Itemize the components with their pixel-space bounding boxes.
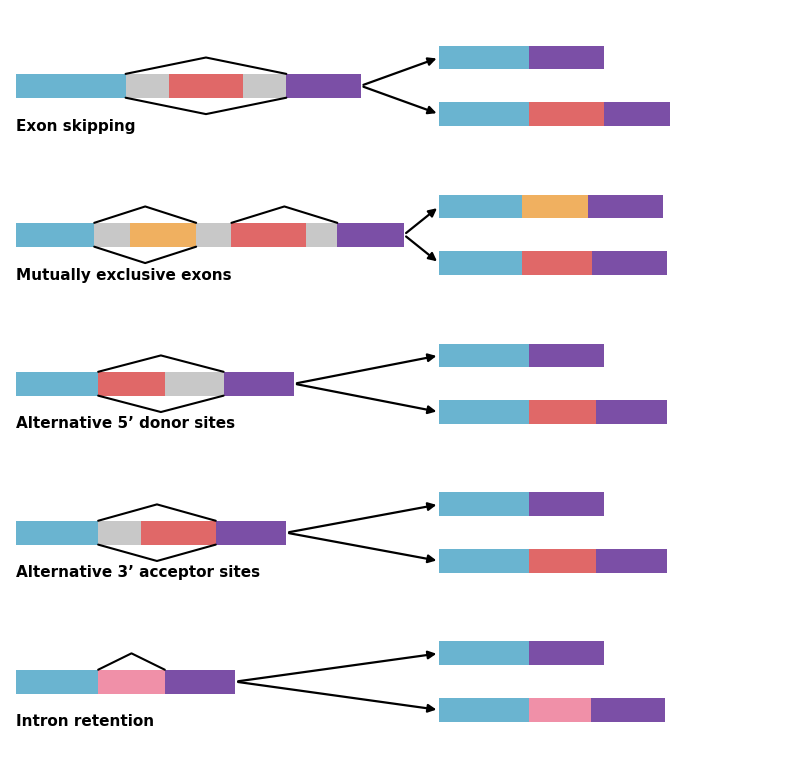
- Bar: [530, 492, 604, 516]
- Bar: [596, 549, 666, 573]
- Text: Exon skipping: Exon skipping: [16, 119, 135, 134]
- Bar: [169, 74, 243, 98]
- Bar: [338, 223, 404, 247]
- Bar: [439, 492, 530, 516]
- Bar: [16, 74, 126, 98]
- Bar: [306, 223, 338, 247]
- Bar: [439, 195, 522, 218]
- Bar: [243, 74, 286, 98]
- Bar: [588, 195, 662, 218]
- Text: Alternative 3’ acceptor sites: Alternative 3’ acceptor sites: [16, 565, 260, 581]
- Bar: [439, 698, 530, 722]
- Bar: [530, 549, 596, 573]
- Bar: [16, 521, 98, 545]
- Bar: [165, 372, 224, 396]
- Bar: [590, 698, 665, 722]
- Bar: [16, 372, 98, 396]
- Bar: [216, 521, 286, 545]
- Text: Alternative 5’ donor sites: Alternative 5’ donor sites: [16, 416, 235, 432]
- Bar: [98, 372, 165, 396]
- Bar: [196, 223, 231, 247]
- Bar: [16, 223, 94, 247]
- Bar: [439, 641, 530, 665]
- Bar: [165, 670, 235, 694]
- Bar: [439, 251, 522, 275]
- Bar: [286, 74, 361, 98]
- Bar: [126, 74, 169, 98]
- Bar: [98, 670, 165, 694]
- Bar: [231, 223, 306, 247]
- Bar: [130, 223, 196, 247]
- Bar: [224, 372, 294, 396]
- Bar: [530, 400, 596, 424]
- Text: Mutually exclusive exons: Mutually exclusive exons: [16, 268, 231, 283]
- Bar: [439, 46, 530, 69]
- Text: Intron retention: Intron retention: [16, 714, 154, 730]
- Bar: [530, 698, 590, 722]
- Bar: [530, 344, 604, 367]
- Bar: [530, 46, 604, 69]
- Bar: [522, 251, 592, 275]
- Bar: [16, 670, 98, 694]
- Bar: [522, 195, 588, 218]
- Bar: [439, 344, 530, 367]
- Bar: [592, 251, 666, 275]
- Bar: [439, 102, 530, 126]
- Bar: [604, 102, 670, 126]
- Bar: [530, 641, 604, 665]
- Bar: [142, 521, 216, 545]
- Bar: [439, 400, 530, 424]
- Bar: [439, 549, 530, 573]
- Bar: [98, 521, 142, 545]
- Bar: [596, 400, 666, 424]
- Bar: [94, 223, 130, 247]
- Bar: [530, 102, 604, 126]
